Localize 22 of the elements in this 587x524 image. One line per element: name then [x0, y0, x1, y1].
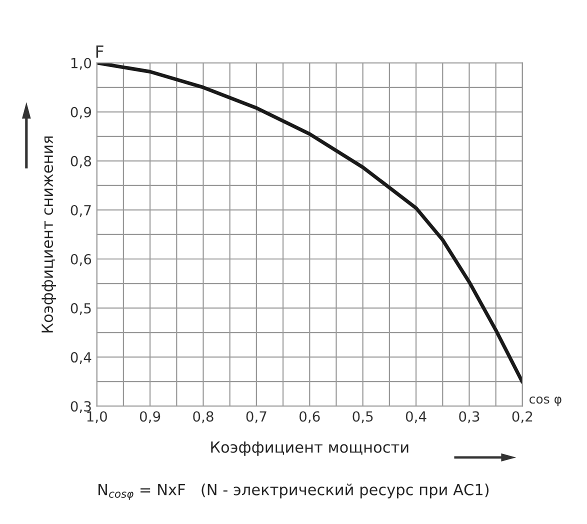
- x-tick-label: 0,5: [352, 411, 373, 424]
- text: N$_{cosφ}$ = NxF (N - электрический ресурс при AC1): [98, 484, 489, 500]
- x-tick-label: 0,8: [193, 411, 214, 424]
- y-tick-label: 0,5: [70, 303, 91, 315]
- x-tick-label: 0,3: [459, 411, 480, 424]
- x-axis-title: Коэффициент мощности: [211, 442, 408, 456]
- x-tick-label: 1,0: [87, 411, 107, 424]
- x-tick-label: 0,2: [512, 411, 532, 424]
- y-tick-label: 1,0: [71, 58, 92, 70]
- text: cos φ: [530, 396, 562, 406]
- y-axis-title: Коэффициент снижения: [42, 136, 56, 332]
- y-tick-label: 0,3: [70, 401, 91, 413]
- x-tick-label: 0,9: [140, 411, 160, 424]
- x-tick-label: 0,7: [246, 411, 266, 424]
- x-tick-label: 0,4: [406, 411, 426, 424]
- y-tick-label: 0,6: [70, 254, 92, 266]
- y-tick-label: 0,9: [70, 106, 92, 119]
- x-tick-label: 0,6: [300, 411, 320, 424]
- y-tick-label: 0,8: [70, 156, 92, 168]
- y-tick-label: 0,4: [70, 352, 92, 364]
- text: F: [96, 46, 104, 58]
- y-tick-label: 0,7: [70, 204, 91, 217]
